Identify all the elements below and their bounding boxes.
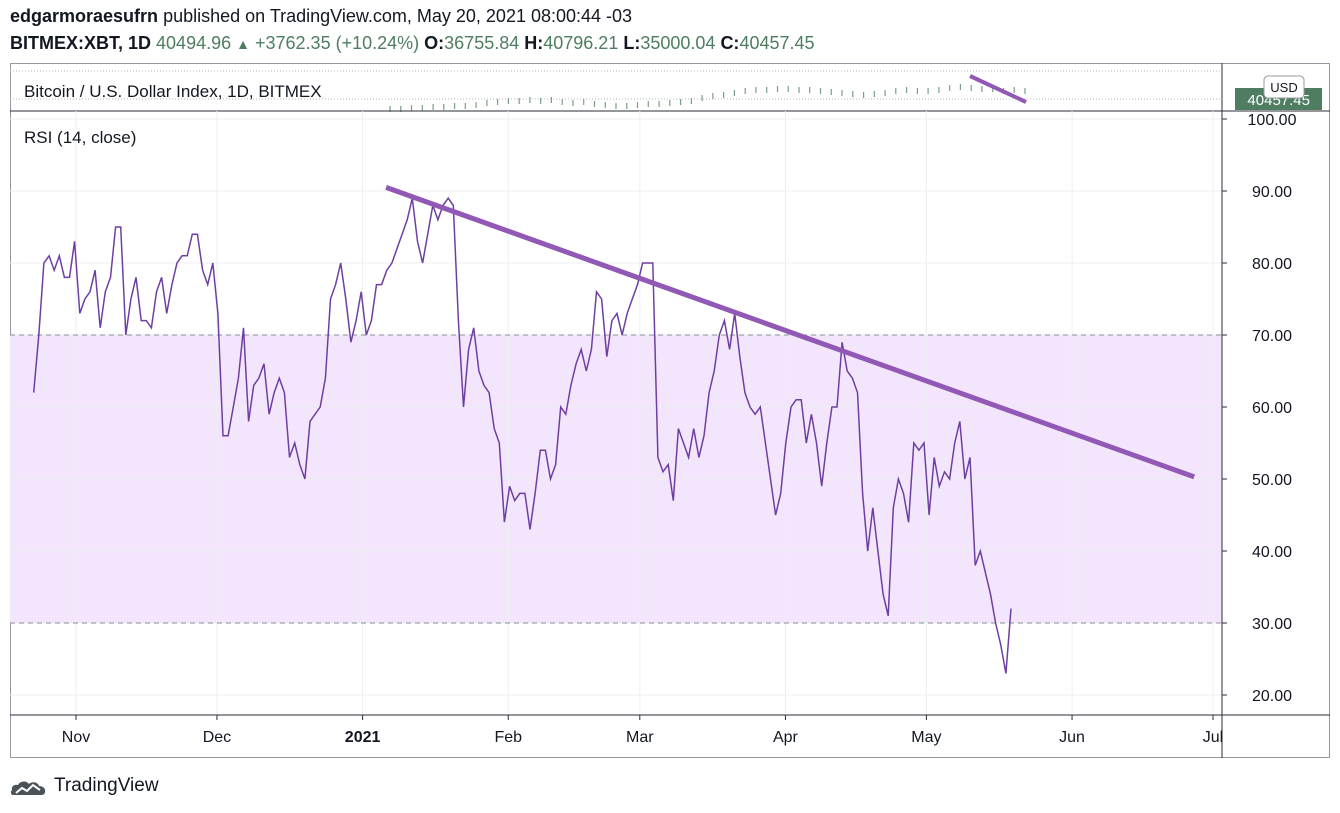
open-value: 36755.84 [444,33,520,53]
author-name[interactable]: edgarmoraesufrn [10,6,159,26]
last-price: 40494.96 [156,33,232,53]
x-tick-label: Dec [203,729,231,746]
close-label: C: [720,33,740,53]
y-tick-label: 40.00 [1252,544,1292,561]
y-tick-label: 100.00 [1248,112,1297,129]
rsi-series-line[interactable] [32,196,1012,674]
x-tick-label: Feb [494,729,522,746]
open-label: O: [424,33,445,53]
brand-name[interactable]: TradingView [54,775,159,796]
y-tick-label: 30.00 [1252,616,1292,633]
mini-price-candles [389,84,1026,112]
low-label: L: [623,33,641,53]
y-axis[interactable]: 100.00 90.00 80.00 70.00 60.00 50.00 40.00 30.0… [1222,112,1297,705]
x-axis[interactable]: Nov Dec 2021 Feb Mar Apr May Jun Jul [62,715,1223,746]
price-change: +3762.35 (+10.24%) [255,33,420,53]
tradingview-cloud-icon[interactable] [10,775,48,797]
currency-label: USD [1270,80,1297,95]
y-tick-label: 20.00 [1252,688,1292,705]
ohlc-legend: BITMEX:XBT, 1D 40494.96 ▲ +3762.35 (+10.… [10,33,815,54]
symbol-label: BITMEX:XBT, 1D [10,33,152,53]
rsi-title: RSI (14, close) [24,128,136,147]
x-tick-label: Mar [626,729,654,746]
price-pane-title: Bitcoin / U.S. Dollar Index, 1D, BITMEX [24,82,322,101]
close-value: 40457.45 [739,33,815,53]
price-pane[interactable]: Bitcoin / U.S. Dollar Index, 1D, BITMEX … [10,70,1322,112]
publish-info: edgarmoraesufrn published on TradingView… [10,6,632,27]
currency-button[interactable] [1263,75,1305,99]
high-value: 40796.21 [543,33,619,53]
y-tick-label: 80.00 [1252,256,1292,273]
grid-vertical [75,111,1214,715]
high-label: H: [524,33,544,53]
y-tick-label: 50.00 [1252,472,1292,489]
price-trendline [969,74,1027,104]
x-tick-label: Jun [1059,729,1085,746]
rsi-pane[interactable]: RSI (14, close) [10,111,1222,715]
x-tick-label: Jul [1203,729,1223,746]
chart-svg[interactable]: Bitcoin / U.S. Dollar Index, 1D, BITMEX … [10,63,1330,758]
low-value: 35000.04 [640,33,716,53]
x-tick-label: May [911,729,941,746]
y-tick-label: 60.00 [1252,400,1292,417]
x-tick-label: Nov [62,729,90,746]
published-text: published on TradingView.com, May 20, 20… [163,6,633,26]
y-tick-label: 70.00 [1252,328,1292,345]
rsi-trendline[interactable] [385,185,1196,480]
y-tick-label: 90.00 [1252,184,1292,201]
x-tick-label: Apr [773,729,799,746]
chart-frame[interactable]: Bitcoin / U.S. Dollar Index, 1D, BITMEX … [10,63,1330,758]
x-tick-label: 2021 [345,729,381,746]
footer: TradingView [10,773,159,799]
up-triangle-icon: ▲ [236,36,250,52]
